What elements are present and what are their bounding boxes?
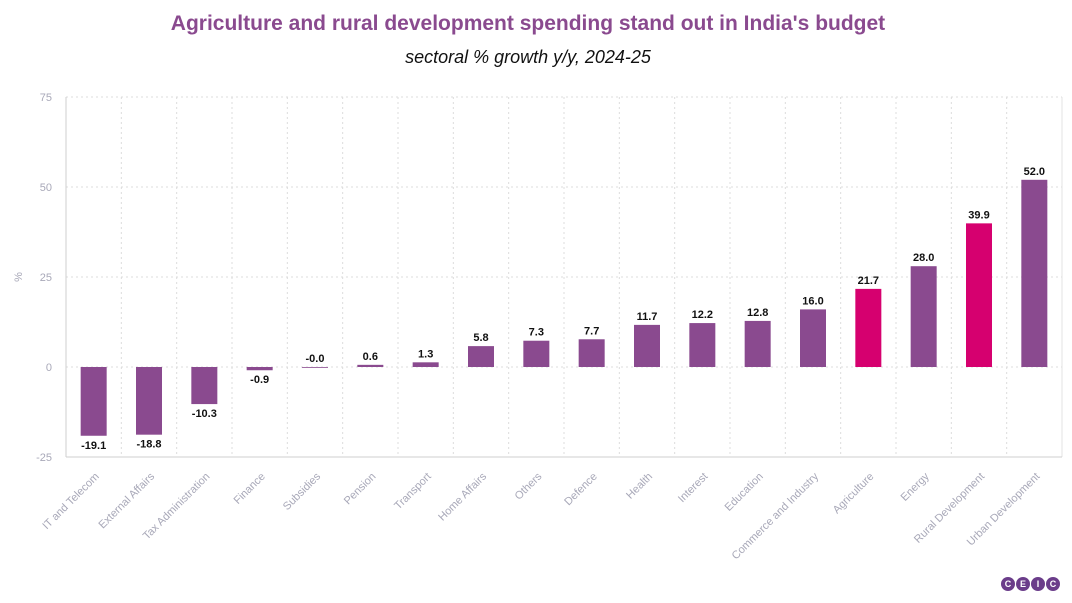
data-label: 1.3 bbox=[418, 348, 433, 360]
logo-letter: C bbox=[1046, 577, 1060, 591]
bars bbox=[80, 179, 1048, 436]
data-label: 0.6 bbox=[363, 351, 378, 363]
data-label: -0.9 bbox=[250, 374, 269, 386]
bar bbox=[910, 266, 937, 367]
chart-title: Agriculture and rural development spendi… bbox=[170, 12, 886, 35]
category-label: Subsidies bbox=[281, 470, 324, 513]
category-label: Transport bbox=[392, 471, 433, 512]
data-label: -0.0 bbox=[306, 353, 325, 365]
bar bbox=[468, 346, 494, 367]
bar bbox=[634, 324, 660, 367]
ceic-logo: C E I C bbox=[1001, 577, 1060, 591]
data-label: 21.7 bbox=[858, 275, 879, 287]
chart-subtitle: sectoral % growth y/y, 2024-25 bbox=[405, 47, 651, 67]
category-label: IT and Telecom bbox=[40, 471, 101, 532]
bar bbox=[357, 364, 384, 367]
y-tick-label: -25 bbox=[36, 452, 52, 464]
bar bbox=[689, 323, 716, 367]
bar bbox=[855, 288, 882, 367]
bar bbox=[744, 320, 771, 367]
category-label: Others bbox=[513, 470, 545, 502]
data-label: 16.0 bbox=[802, 295, 823, 307]
category-label: Education bbox=[723, 471, 766, 514]
data-label: 7.7 bbox=[584, 325, 599, 337]
bar bbox=[800, 309, 826, 367]
data-labels: -19.1 -18.8 -10.3 -0.9 -0.0 0.6 1.3 5.8 7.3 7.7 11… bbox=[81, 166, 1045, 452]
category-label: Finance bbox=[232, 471, 268, 507]
bar bbox=[246, 367, 273, 371]
category-label: Defence bbox=[562, 471, 599, 508]
bar bbox=[80, 367, 107, 436]
data-label: 28.0 bbox=[913, 252, 934, 264]
data-label: -19.1 bbox=[81, 440, 106, 452]
category-label: Health bbox=[624, 471, 655, 502]
gridlines bbox=[66, 96, 1062, 458]
y-axis-label: % bbox=[13, 272, 25, 282]
category-label: External Affairs bbox=[96, 470, 157, 531]
bar bbox=[136, 367, 162, 435]
category-label: Pension bbox=[342, 471, 379, 508]
data-label: 39.9 bbox=[968, 209, 989, 221]
logo-letter: C bbox=[1001, 577, 1015, 591]
logo-letter: E bbox=[1016, 577, 1030, 591]
data-label: -18.8 bbox=[136, 439, 161, 451]
category-label: Interest bbox=[676, 471, 710, 505]
bar bbox=[412, 362, 439, 367]
bar bbox=[966, 223, 992, 367]
y-tick-label: 75 bbox=[40, 92, 52, 104]
data-label: 7.3 bbox=[529, 327, 544, 339]
bar bbox=[302, 367, 328, 368]
y-tick-label: 0 bbox=[46, 362, 52, 374]
y-tick-label: 25 bbox=[40, 272, 52, 284]
data-label: 52.0 bbox=[1024, 166, 1045, 178]
bar bbox=[191, 367, 218, 405]
category-label: Energy bbox=[899, 470, 932, 503]
y-tick-label: 50 bbox=[40, 182, 52, 194]
bar bbox=[1021, 179, 1048, 367]
data-label: 12.8 bbox=[747, 307, 768, 319]
bar bbox=[523, 340, 550, 367]
logo-letter: I bbox=[1031, 577, 1045, 591]
category-label: Home Affairs bbox=[436, 470, 489, 523]
axes: -25 0 25 50 75% bbox=[13, 92, 1063, 464]
bar bbox=[578, 339, 605, 367]
data-label: 11.7 bbox=[637, 311, 658, 323]
data-label: 12.2 bbox=[692, 309, 713, 321]
data-label: 5.8 bbox=[473, 332, 488, 344]
data-label: -10.3 bbox=[192, 408, 217, 420]
category-label: Agriculture bbox=[831, 471, 877, 517]
